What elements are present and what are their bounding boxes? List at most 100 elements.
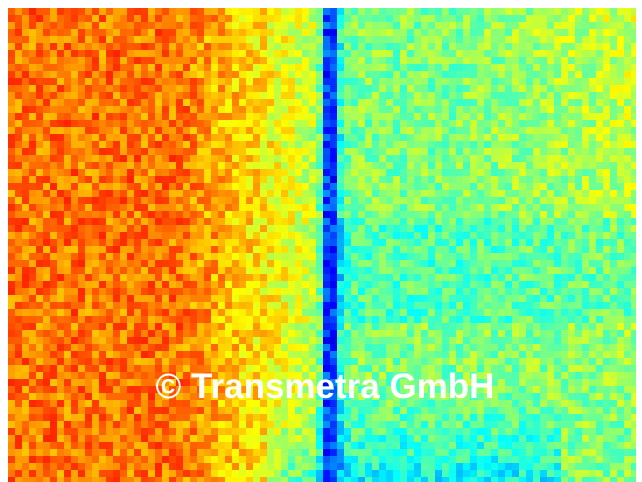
pixel — [190, 323, 197, 330]
pixel — [477, 316, 484, 323]
pixel — [491, 99, 498, 106]
pixel — [120, 211, 127, 218]
pixel — [533, 316, 540, 323]
pixel — [141, 29, 148, 36]
pixel — [449, 337, 456, 344]
pixel — [239, 169, 246, 176]
pixel — [330, 176, 337, 183]
pixel — [274, 78, 281, 85]
pixel — [470, 274, 477, 281]
pixel — [64, 225, 71, 232]
pixel — [484, 92, 491, 99]
pixel — [183, 15, 190, 22]
pixel — [414, 239, 421, 246]
pixel — [428, 232, 435, 239]
pixel — [99, 246, 106, 253]
pixel — [169, 148, 176, 155]
pixel — [274, 15, 281, 22]
pixel — [330, 316, 337, 323]
pixel — [8, 218, 15, 225]
pixel — [337, 50, 344, 57]
pixel — [106, 127, 113, 134]
pixel — [379, 99, 386, 106]
pixel — [477, 8, 484, 15]
pixel — [64, 302, 71, 309]
pixel — [64, 309, 71, 316]
pixel — [232, 99, 239, 106]
pixel — [554, 323, 561, 330]
pixel — [85, 50, 92, 57]
pixel — [631, 127, 636, 134]
pixel — [64, 295, 71, 302]
pixel — [561, 274, 568, 281]
pixel — [274, 358, 281, 365]
pixel — [330, 64, 337, 71]
pixel — [36, 162, 43, 169]
pixel — [400, 211, 407, 218]
pixel — [358, 50, 365, 57]
pixel — [582, 211, 589, 218]
pixel — [267, 64, 274, 71]
pixel — [29, 127, 36, 134]
pixel — [295, 36, 302, 43]
pixel — [512, 85, 519, 92]
pixel — [43, 232, 50, 239]
pixel — [106, 330, 113, 337]
pixel — [99, 78, 106, 85]
pixel — [120, 8, 127, 15]
pixel — [344, 190, 351, 197]
pixel — [624, 330, 631, 337]
pixel — [50, 309, 57, 316]
pixel — [71, 127, 78, 134]
pixel — [92, 246, 99, 253]
pixel — [134, 106, 141, 113]
pixel — [610, 64, 617, 71]
pixel — [344, 162, 351, 169]
pixel — [295, 358, 302, 365]
pixel — [260, 120, 267, 127]
pixel — [85, 344, 92, 351]
pixel — [218, 309, 225, 316]
pixel — [120, 113, 127, 120]
pixel — [337, 288, 344, 295]
pixel — [610, 162, 617, 169]
pixel — [120, 358, 127, 365]
pixel — [526, 106, 533, 113]
pixel — [463, 246, 470, 253]
pixel — [148, 190, 155, 197]
pixel — [106, 85, 113, 92]
pixel — [8, 113, 15, 120]
pixel — [442, 274, 449, 281]
pixel — [358, 92, 365, 99]
pixel — [92, 386, 99, 393]
pixel — [379, 225, 386, 232]
pixel — [78, 386, 85, 393]
pixel — [148, 267, 155, 274]
pixel — [603, 372, 610, 379]
pixel — [43, 323, 50, 330]
pixel — [512, 267, 519, 274]
pixel — [540, 50, 547, 57]
pixel — [85, 57, 92, 64]
pixel — [246, 64, 253, 71]
pixel — [344, 351, 351, 358]
pixel — [463, 281, 470, 288]
pixel — [92, 225, 99, 232]
pixel — [498, 50, 505, 57]
pixel — [463, 344, 470, 351]
pixel — [176, 71, 183, 78]
pixel — [29, 260, 36, 267]
pixel — [57, 365, 64, 372]
pixel — [421, 190, 428, 197]
pixel — [498, 71, 505, 78]
pixel — [204, 29, 211, 36]
pixel — [540, 113, 547, 120]
pixel — [596, 344, 603, 351]
pixel — [393, 141, 400, 148]
pixel — [631, 316, 636, 323]
pixel — [64, 15, 71, 22]
pixel — [414, 288, 421, 295]
pixel — [351, 57, 358, 64]
pixel — [442, 246, 449, 253]
pixel — [246, 36, 253, 43]
